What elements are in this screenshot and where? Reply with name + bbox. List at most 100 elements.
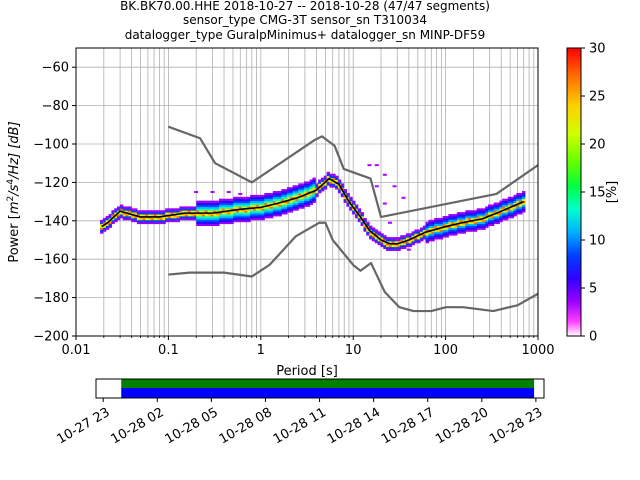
density-cell [377,239,381,242]
density-cell [159,219,163,223]
density-cell [320,179,325,182]
density-cell [199,206,203,209]
density-cell [482,221,486,225]
density-cell [227,200,231,203]
density-cell [235,206,240,209]
density-cell [125,216,129,219]
density-cell [295,198,299,202]
density-cell [196,223,200,226]
density-cell [142,221,146,225]
density-cell [383,246,387,250]
density-cell [244,216,248,219]
density-cell [493,208,498,211]
density-cell [488,216,492,219]
density-cell [462,227,466,230]
density-cell [114,210,118,213]
density-cell [193,208,197,211]
density-cell [473,217,478,221]
density-cell [499,208,503,211]
density-cell [213,216,217,219]
density-cell [275,210,280,213]
density-cell [108,225,112,228]
density-cell [272,191,277,194]
density-cell [485,208,489,211]
density-cell [303,181,308,184]
density-cell [323,177,328,180]
density-cell [272,210,277,213]
density-cell [218,204,223,207]
density-cell [269,198,274,202]
density-cell [170,217,175,221]
density-cell [227,216,231,219]
density-cell [250,212,254,215]
density-cell [349,206,353,209]
density-cell [145,221,149,225]
density-cell [148,217,152,221]
density-cell [153,212,158,215]
density-cell [292,198,297,202]
density-cell [145,212,149,215]
density-cell [442,217,447,221]
density-cell [451,216,455,219]
density-cell [329,183,333,186]
density-cell [482,217,486,221]
density-cell [224,208,229,211]
density-cell [204,208,209,211]
density-cell [216,219,220,223]
density-cell [437,217,441,221]
density-cell [403,235,407,238]
density-cell [451,225,455,228]
density-cell [134,217,138,221]
density-cell [352,200,356,203]
density-cell [340,191,345,194]
density-cell [425,233,430,236]
density-cell [207,206,212,209]
density-cell [159,217,163,221]
density-cell [207,219,212,223]
density-cell [196,217,200,221]
density-cell [425,240,430,244]
density-cell [371,231,376,234]
density-cell [284,206,288,209]
density-cell [117,217,121,221]
density-cell [465,210,469,213]
density-cell [471,225,475,228]
density-cell [151,214,155,217]
density-cell [306,198,311,202]
density-cell [119,206,124,209]
density-cell [312,181,316,184]
density-cell [216,217,220,221]
density-cell [516,206,520,209]
density-cell [411,233,415,236]
density-cell [255,198,260,202]
density-cell [400,242,404,246]
density-cell [504,198,509,202]
density-cell [456,219,461,223]
density-cell [465,227,469,230]
density-cell [196,202,200,205]
density-cell [238,214,243,217]
density-cell [459,217,464,221]
density-cell [244,212,248,215]
density-cell [516,198,520,202]
y-tick-label: −100 [33,138,69,153]
density-cell [306,191,311,194]
density-cell [267,212,271,215]
density-cell [386,242,390,246]
density-cell [442,221,447,225]
density-cell [210,202,214,205]
density-cell [281,198,285,202]
density-cell [241,216,246,219]
density-cell [363,225,367,228]
density-cell [250,216,254,219]
density-cell [255,216,260,219]
density-cell [315,187,319,190]
density-cell [454,227,458,230]
density-cell [312,192,316,196]
density-cell [179,214,183,217]
density-cell [405,233,410,236]
density-cell [346,194,350,198]
density-cell [201,216,206,219]
density-cell [346,200,350,203]
density-cell [221,219,226,223]
